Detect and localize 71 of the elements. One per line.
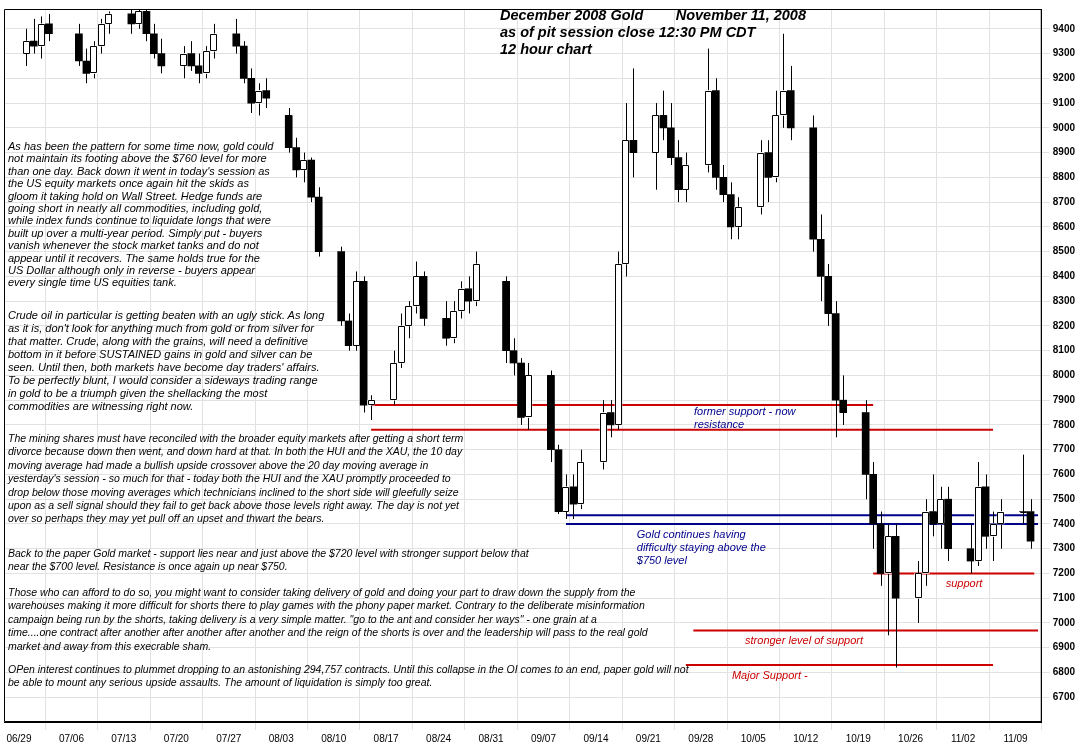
y-tick-label: 8500	[1052, 245, 1076, 257]
x-tick-label: 11/02	[950, 732, 976, 744]
candlestick	[314, 186, 323, 258]
y-tick-label: 6800	[1052, 666, 1076, 678]
x-tick-label: 08/10	[321, 732, 347, 744]
candlestick	[809, 114, 818, 253]
text: As has been the pattern for some time now, gold could not maintain its footing above the $760 level for more than one day. Back down it went in today's session as the US equity markets once again hit the skids as gloom it taking hold on Wall Street. Hedge funds are going short in nearly all commodities, including gold, while index funds continue to liquidate longs that were built up over a multi-year period. Simply put - buyers vanish whenever the stock market tanks and do not appear until it recovers. The same holds true for the US Dollar although only in reverse - buyers appear every single time US equities tank.	[8, 140, 274, 289]
text: as of pit session close 12:30 PM CDT 12 hour chart	[500, 24, 758, 58]
y-tick-label: 8900	[1052, 146, 1076, 158]
y-tick-label: 8100	[1052, 344, 1076, 356]
x-tick-label: 10/19	[845, 732, 872, 744]
x-tick-label: 08/31	[478, 732, 504, 744]
x-tick-label: 10/26	[898, 732, 924, 744]
x-tick-label: 09/07	[530, 732, 557, 744]
y-tick-label: 8700	[1052, 195, 1076, 207]
candlestick	[996, 498, 1005, 550]
y-tick-label: 7600	[1052, 468, 1076, 480]
x-tick-label: 09/28	[688, 732, 714, 744]
x-tick-label: 09/21	[635, 732, 662, 744]
annotation: Crude oil in particular is getting beaten with an ugly stick. As long as it is, don't look for anything much from gold or from silver for that matter. Crude, along with the grains, will need a definitive bottom in it before SUSTAINED gains in gold and silver can be seen. Until then, both markets have become day traders' affairs. To be perfectly blunt, I would consider a sideways trading range in gold to be a triumph given the shellacking the most commodities are witnessing right now.	[8, 309, 326, 413]
x-tick-label: 07/06	[58, 732, 85, 744]
annotation: former support - now resistance	[694, 405, 797, 431]
x-tick-label: 06/29	[6, 732, 32, 744]
y-tick-label: 6700	[1052, 690, 1076, 702]
y-tick-label: 9300	[1052, 47, 1076, 59]
y-tick-label: 8400	[1052, 270, 1076, 282]
y-tick-label: 9100	[1052, 96, 1076, 108]
y-tick-label: 7900	[1052, 393, 1076, 405]
x-tick-label: 08/24	[426, 732, 452, 744]
y-tick-label: 8300	[1052, 294, 1076, 306]
y-tick-label: 8800	[1052, 171, 1076, 183]
y-tick-label: 7100	[1052, 591, 1076, 603]
y-tick-label: 7000	[1052, 616, 1076, 628]
x-tick-label: 09/14	[583, 732, 609, 744]
x-tick-label: 08/03	[268, 732, 295, 744]
y-tick-label: 9000	[1052, 121, 1076, 133]
y-tick-label: 7500	[1052, 492, 1076, 504]
annotation: Those who can afford to do so, you might want to consider taking delivery of gold and doing your part to draw down the supply from the warehouses making it more difficult for shorts there to play games with the phony paper market. Contrary to the deliberate misinformation campaign being run by the shorts, taking delivery is a very simple matter. "go to the ant and consider her ways" - one grain at a time....one contract after another after another after another and the reign of the shorts is over and the leadership will pass to the real gold market and away from this execrable sham.	[8, 586, 648, 654]
candlestick	[209, 23, 218, 60]
x-tick-label: 10/12	[793, 732, 819, 744]
series-label: Major Support -	[731, 668, 809, 681]
y-tick-label: 7400	[1052, 517, 1076, 529]
x-tick-label: 07/27	[216, 732, 242, 744]
y-tick-label: 8200	[1052, 319, 1076, 331]
x-tick-label: 07/13	[111, 732, 137, 744]
candlestick	[97, 18, 106, 55]
y-tick-label: 7200	[1052, 567, 1076, 579]
x-tick-label: 08/17	[373, 732, 400, 744]
y-tick-label: 7700	[1052, 443, 1076, 455]
candlestick	[232, 18, 241, 55]
y-tick-label: 7300	[1052, 542, 1076, 554]
candlestick	[75, 23, 83, 67]
y-tick-label: 9400	[1052, 22, 1076, 34]
x-tick-label: 10/05	[740, 732, 767, 744]
series-label: Gold continues having difficulty staying above the $750 level	[635, 527, 766, 566]
candlestick	[404, 300, 413, 339]
y-tick-label: 6900	[1052, 641, 1076, 653]
series-label: support	[945, 577, 984, 590]
x-tick-label: 07/20	[163, 732, 190, 744]
y-tick-label: 8600	[1052, 220, 1076, 232]
y-tick-label: 7800	[1052, 418, 1076, 430]
chart-title: December 2008 Gold November 11, 2008	[500, 7, 806, 24]
annotation: OPen interest continues to plummet dropping to an astonishing 294,757 contracts. Until this collapse in the OI comes to an end, paper gold will not be able to mount any serious upside assaults. The amount of liquidation is simply too great.	[8, 663, 690, 690]
candlestick	[397, 313, 405, 369]
y-tick-label: 9200	[1052, 72, 1076, 84]
candlestick	[389, 350, 398, 406]
annotation: The mining shares must have reconciled with the broader equity markets after getting a short term divorce because down then went, and down hard at that. In both the HUI and the XAU, the 10 day moving average had made a bullish upside crossover above the 20 day moving average in yesterday's session - so much for that - today both the HUI and the XAU promptly proceeded to drop below those moving averages which technicians inclined to the short side will gleefully seize upon as a sell signal should they fail to get back above those levels right away. The day is not yet over so perhaps they may yet pull off an upset and thwart the bears.	[8, 432, 465, 526]
series-label: stronger level of support	[745, 633, 864, 646]
y-tick-label: 8000	[1052, 369, 1076, 381]
x-tick-label: 11/09	[1003, 732, 1029, 744]
annotation: Back to the paper Gold market - support lies near and just above the $720 level with stronger support below that near the $700 level. Resistance is once again up near $750.	[8, 547, 530, 574]
